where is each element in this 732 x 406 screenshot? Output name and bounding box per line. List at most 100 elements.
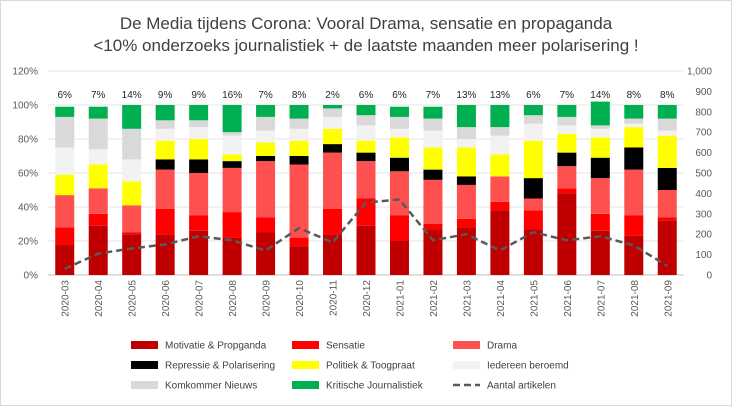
bar-segment [389,157,409,172]
bar-segment [557,116,577,126]
x-tick-label: 2021-03 [462,280,473,317]
bar-segment [657,217,677,221]
bar-segment [55,174,75,196]
bar-segment [423,169,443,180]
bar-segment [222,167,242,213]
bar-segment [590,178,610,214]
bar-segment [189,105,209,121]
bar-segment [389,106,409,117]
bar-segment [323,152,343,209]
critical-pct-label: 8% [627,90,642,101]
bar-segment [657,130,677,136]
bar-segment [657,220,677,275]
right-tick-label: 700 [695,128,712,139]
critical-pct-label: 13% [490,90,510,101]
bar-segment [557,188,577,194]
critical-percentage-labels: 6% 7% 14% 9% 9% 16% 7% 8% 2% 6% 6% 7% 13% 13% 6% 7% 14% 8… [58,90,675,101]
bar-segment [423,229,443,275]
bar-segment [323,116,343,129]
critical-pct-label: 6% [359,90,374,101]
bar-segment [256,116,276,131]
articles-line [64,198,668,271]
x-tick-label: 2020-09 [262,280,273,317]
bar-segment [624,105,644,119]
bar-segment [122,205,142,233]
bar-segment [356,225,376,275]
bar-segment [423,224,443,230]
bar-segment [356,105,376,116]
bar-segment [222,212,242,238]
legend-swatch [292,361,319,369]
legend: Motivatie & Propganda Sensatie Drama Repres… [131,341,569,392]
critical-pct-label: 2% [325,90,340,101]
articles-line-path [64,198,668,271]
legend-label: Repressie & Polarisering [165,361,275,372]
bar-segment [557,166,577,189]
bar-segment [222,161,242,168]
bar-segment [557,133,577,153]
critical-pct-label: 6% [58,90,73,101]
legend-label: Sensatie [326,341,365,352]
bar-segment [155,140,175,160]
bar-segment [88,118,108,150]
bar-segment [155,208,175,235]
bar-segment [657,190,677,218]
bar-segment [590,128,610,138]
legend-label: Motivatie & Propganda [165,341,267,352]
bar-segment [122,232,142,235]
bar-segment [456,105,476,128]
bar-segment [323,234,343,275]
right-tick-label: 300 [695,209,712,220]
bar-segment [189,173,209,216]
legend-swatch [131,341,158,349]
bar-segment [624,118,644,124]
right-tick-label: 100 [695,250,712,261]
bar-segment [289,156,309,165]
legend-label: Kritische Journalistiek [326,381,424,392]
right-axis: 0 100 200 300 400 500 600 700 800 900 1,000 [687,67,712,282]
bar-segment [657,105,677,119]
bar-segment [389,128,409,138]
bar-segment [55,147,75,175]
bar-segment [490,105,510,128]
left-tick-label: 0% [24,271,39,282]
bar-segment [590,230,610,275]
bar-segment [55,244,75,275]
bar-segment [490,176,510,202]
critical-pct-label: 6% [526,90,541,101]
bar-segment [590,213,610,231]
bar-segment [256,161,276,218]
bar-segment [557,125,577,134]
bar-segment [423,147,443,170]
bar-segment [323,108,343,117]
bars [55,101,677,275]
bar-segment [490,154,510,177]
legend-swatch [453,361,480,369]
right-tick-label: 800 [695,107,712,118]
bar-segment [222,105,242,133]
bar-segment [657,118,677,131]
bar-segment [356,161,376,199]
x-tick-label: 2020-06 [161,280,172,317]
x-tick-label: 2020-04 [94,280,105,317]
bar-segment [88,164,108,189]
bar-segment [88,213,108,226]
bar-segment [423,118,443,131]
bar-segment [389,171,409,216]
bar-segment [289,140,309,156]
bar-segment [122,128,142,160]
x-tick-label: 2020-05 [128,280,139,317]
bar-segment [289,105,309,119]
critical-pct-label: 7% [91,90,106,101]
right-tick-label: 400 [695,189,712,200]
bar-segment [356,125,376,141]
bar-segment [590,157,610,179]
bar-segment [189,159,209,173]
x-tick-label: 2021-05 [529,280,540,317]
bar-segment [356,115,376,126]
bar-segment [122,105,142,129]
critical-pct-label: 7% [426,90,441,101]
bar-segment [456,139,476,148]
bar-segment [55,116,75,148]
